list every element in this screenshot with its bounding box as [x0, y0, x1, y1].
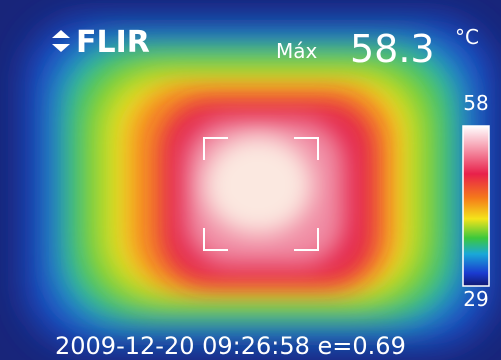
- unit: °C: [455, 25, 479, 49]
- max-label: Máx: [276, 39, 318, 63]
- color-scale: [463, 126, 489, 286]
- scale-min: 29: [463, 287, 488, 311]
- thermal-screen: FLIR Máx 58.3 °C 58 29 2009-12-20 09:26:…: [0, 0, 501, 360]
- max-value: 58.3: [350, 27, 435, 71]
- scale-max: 58: [463, 91, 488, 115]
- brand: FLIR: [76, 25, 150, 60]
- footer: 2009-12-20 09:26:58 e=0.69: [55, 332, 406, 360]
